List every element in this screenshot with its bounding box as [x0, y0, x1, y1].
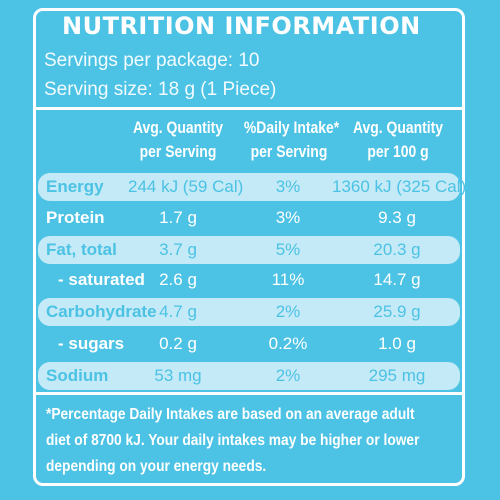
row-highlight-band: [38, 236, 460, 264]
per-serving-value: 1.7 g: [159, 208, 197, 227]
nutrient-name: - saturated: [58, 270, 145, 289]
daily-intake-value: 3%: [275, 177, 301, 196]
footnote: *Percentage Daily Intakes are based on a…: [46, 402, 420, 480]
nutrient-name: Sodium: [46, 366, 109, 385]
nutrient-name: Fat, total: [46, 240, 117, 259]
per-serving-value: 2.6 g: [159, 270, 197, 289]
nutrient-name: Carbohydrate: [46, 302, 157, 321]
per-serving-value: 0.2 g: [159, 334, 197, 353]
header-line: per Serving: [250, 142, 328, 161]
footnote-line: diet of 8700 kJ. Your daily intakes may …: [46, 432, 420, 449]
row-highlight-band: [38, 362, 460, 390]
header-line: Avg. Quantity: [352, 118, 444, 137]
per-100g-value: 1360 kJ (325 Cal): [332, 177, 467, 196]
row-highlight-band: [38, 298, 460, 326]
per-100g-value: 9.3 g: [378, 208, 416, 227]
per-serving-value: 4.7 g: [159, 302, 197, 321]
table-row: - sugars 0.2 g 0.2% 1.0 g: [0, 330, 500, 358]
header-avg-quantity-per-serving: Avg. Quantity per Serving: [129, 116, 227, 164]
daily-intake-value: 0.2%: [268, 334, 308, 353]
per-serving-value: 53 mg: [154, 366, 202, 385]
serving-size: Serving size: 18 g (1 Piece): [44, 79, 277, 100]
table-row: Sodium 53 mg 2% 295 mg: [0, 362, 500, 390]
footnote-line: *Percentage Daily Intakes are based on a…: [46, 406, 415, 423]
daily-intake-value: 2%: [275, 366, 301, 385]
table-row: Energy 244 kJ (59 Cal) 3% 1360 kJ (325 Cal): [0, 173, 500, 201]
header-line: per Serving: [139, 142, 217, 161]
daily-intake-value: 11%: [271, 270, 305, 289]
footnote-line: depending on your energy needs.: [46, 458, 267, 475]
per-100g-value: 25.9 g: [373, 302, 421, 321]
nutrient-name: - sugars: [58, 334, 125, 353]
daily-intake-value: 2%: [275, 302, 301, 321]
daily-intake-value: 5%: [275, 240, 301, 259]
header-line: %Daily Intake*: [243, 118, 340, 137]
table-row: Protein 1.7 g 3% 9.3 g: [0, 204, 500, 232]
table-row: Fat, total 3.7 g 5% 20.3 g: [0, 236, 500, 264]
per-100g-value: 20.3 g: [373, 240, 421, 259]
servings-per-package: Servings per package: 10: [44, 50, 260, 71]
nutrition-panel: [33, 8, 465, 486]
per-100g-value: 1.0 g: [378, 334, 416, 353]
per-serving-value: 244 kJ (59 Cal): [128, 177, 244, 196]
header-avg-quantity-per-100g: Avg. Quantity per 100 g: [349, 116, 447, 164]
table-row: Carbohydrate 4.7 g 2% 25.9 g: [0, 298, 500, 326]
daily-intake-value: 3%: [275, 208, 301, 227]
header-divider: [33, 107, 465, 110]
footnote-divider: [33, 392, 465, 395]
row-highlight-band: [38, 173, 460, 201]
per-100g-value: 14.7 g: [373, 270, 421, 289]
nutrient-name: Energy: [46, 177, 104, 196]
panel-title: NUTRITION INFORMATION: [62, 12, 421, 40]
header-line: per 100 g: [367, 142, 429, 161]
table-row: - saturated 2.6 g 11% 14.7 g: [0, 266, 500, 294]
nutrient-name: Protein: [46, 208, 105, 227]
header-line: Avg. Quantity: [132, 118, 224, 137]
per-serving-value: 3.7 g: [159, 240, 197, 259]
per-100g-value: 295 mg: [368, 366, 426, 385]
header-daily-intake: %Daily Intake* per Serving: [243, 116, 340, 164]
